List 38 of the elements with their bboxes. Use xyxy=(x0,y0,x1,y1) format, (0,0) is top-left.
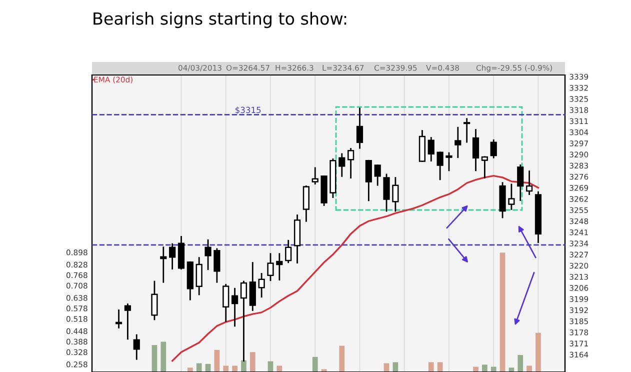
candlestick xyxy=(302,185,310,222)
candlestick xyxy=(133,334,140,360)
ref-line-label: $3315 xyxy=(236,106,261,114)
candlestick xyxy=(428,137,434,162)
candlestick xyxy=(383,174,390,212)
candlestick xyxy=(258,272,265,298)
candlestick xyxy=(365,160,372,202)
chart-title: Bearish signs starting to show: xyxy=(94,12,346,28)
candlestick xyxy=(374,164,381,186)
candlestick xyxy=(436,152,444,180)
candlestick xyxy=(526,170,533,195)
candlestick xyxy=(249,262,256,311)
candlestick xyxy=(481,156,488,178)
candlestick xyxy=(454,126,462,158)
candlestick xyxy=(517,164,524,202)
candlestick xyxy=(472,129,480,172)
candlestick xyxy=(267,253,274,282)
candlestick xyxy=(151,280,158,320)
candlestick xyxy=(231,288,238,327)
candlestick xyxy=(508,184,515,210)
candlestick xyxy=(392,177,399,212)
candlestick xyxy=(204,239,212,270)
candlestick xyxy=(276,253,283,280)
candlestick xyxy=(464,118,470,143)
candlestick xyxy=(124,303,131,340)
candlestick xyxy=(160,246,167,283)
candlestick xyxy=(214,248,220,283)
candlestick xyxy=(312,167,318,184)
candlestick xyxy=(196,257,202,296)
candlestick xyxy=(356,108,364,149)
candlestick xyxy=(222,284,230,322)
candlestick xyxy=(115,310,122,328)
candlestick xyxy=(446,152,452,172)
candlestick xyxy=(348,148,354,178)
candlestick xyxy=(169,243,176,270)
candlestick xyxy=(490,139,497,158)
candlestick xyxy=(285,240,292,264)
candlestick xyxy=(338,153,346,177)
